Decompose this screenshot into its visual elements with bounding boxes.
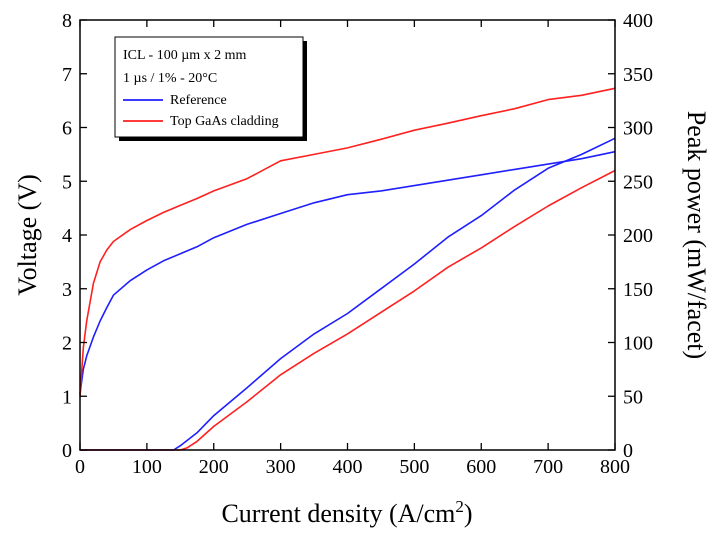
y-axis-left-title: Voltage (V) [13,174,42,296]
x-tick-label: 0 [75,456,85,478]
series-line-voltage-top-gaas-cladding [79,87,616,397]
x-tick-label: 300 [266,456,296,478]
series-line-peak-power-reference [80,137,616,451]
x-tick-label: 600 [466,456,496,478]
y-left-tick-label: 7 [62,64,72,86]
legend-label-reference: Reference [170,93,227,108]
legend: ICL - 100 µm x 2 mm 1 µs / 1% - 20°C Ref… [114,36,307,141]
ticks-layer: 0 100 200 300 400 500 600 700 800012345678050100… [62,10,653,478]
x-tick-label: 400 [333,456,363,478]
x-axis-title-main: Current density (A/cm [221,499,455,528]
y-axis-right-title: Peak power (mW/facet) [682,111,711,359]
y-right-tick-label: 350 [623,64,653,86]
y-left-tick-label: 1 [62,386,72,408]
y-right-tick-label: 50 [623,386,643,408]
y-left-tick-label: 3 [62,279,72,301]
y-left-tick-label: 0 [62,440,72,462]
x-tick-label: 200 [199,456,229,478]
y-right-tick-label: 0 [623,440,633,462]
series-line-peak-power-top-gaas-cladding [80,169,616,451]
y-left-tick-label: 2 [62,333,72,355]
x-axis-title: Current density (A/cm2) [221,497,472,528]
series-layer [79,87,616,451]
y-left-tick-label: 8 [62,10,72,32]
x-axis-title-suffix: ) [464,499,473,528]
series-line-voltage-reference [79,150,616,394]
x-axis-title-superscript: 2 [455,497,464,516]
y-right-tick-label: 250 [623,171,653,193]
x-tick-label: 700 [533,456,563,478]
x-tick-label: 100 [132,456,162,478]
y-right-tick-label: 400 [623,10,653,32]
y-right-tick-label: 300 [623,118,653,140]
x-tick-label: 800 [600,456,630,478]
y-right-tick-label: 150 [623,279,653,301]
y-right-tick-label: 200 [623,225,653,247]
legend-label-top-gaas: Top GaAs cladding [170,114,279,129]
legend-header-line-2: 1 µs / 1% - 20°C [123,71,217,86]
y-left-tick-label: 5 [62,171,72,193]
y-left-tick-label: 4 [62,225,72,247]
y-right-tick-label: 100 [623,333,653,355]
x-tick-label: 500 [399,456,429,478]
legend-header-line-1: ICL - 100 µm x 2 mm [123,48,247,63]
y-left-tick-label: 6 [62,118,72,140]
